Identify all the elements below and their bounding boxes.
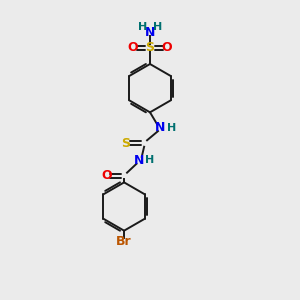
Text: Br: Br: [116, 236, 132, 248]
Text: H: H: [153, 22, 162, 32]
Text: N: N: [145, 26, 155, 39]
Text: O: O: [128, 41, 138, 54]
Text: S: S: [122, 137, 130, 150]
Text: O: O: [162, 41, 172, 54]
Text: S: S: [146, 41, 154, 54]
Text: H: H: [138, 22, 147, 32]
Text: N: N: [134, 154, 144, 167]
Text: N: N: [155, 121, 166, 134]
Text: H: H: [146, 155, 154, 165]
Text: O: O: [101, 169, 112, 182]
Text: H: H: [167, 123, 176, 133]
